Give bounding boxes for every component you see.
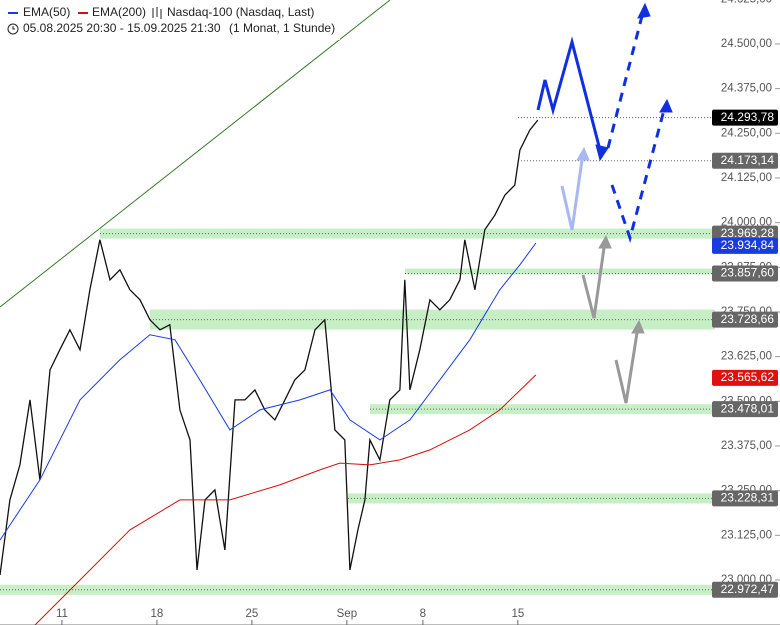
legend-entry: Nasdaq-100 (Nasdaq, Last) xyxy=(167,5,314,19)
clock-icon xyxy=(7,23,19,35)
level-label: 23.728,66 xyxy=(721,312,775,326)
scenario-arrow xyxy=(560,159,584,231)
x-tick-label: 15 xyxy=(511,608,524,620)
x-tick-label: 25 xyxy=(245,608,258,620)
y-tick-label: 23.125,00 xyxy=(721,529,772,541)
arrow-head xyxy=(595,144,609,162)
x-tick-label: 8 xyxy=(420,608,426,620)
level-label: 24.293,78 xyxy=(721,110,775,124)
level-label: 23.857,60 xyxy=(721,266,775,280)
scenario-arrow xyxy=(606,15,644,149)
y-tick-label: 24.125,00 xyxy=(721,172,772,184)
arrow-head xyxy=(631,319,645,334)
level-tag xyxy=(712,401,778,418)
zone xyxy=(370,404,715,415)
scenario-arrow xyxy=(536,36,602,151)
series-line xyxy=(34,374,537,625)
y-tick-label: 24.250,00 xyxy=(721,127,772,139)
level-tag xyxy=(712,311,778,328)
level-tag xyxy=(712,369,778,386)
arrow-head xyxy=(598,234,612,249)
level-tag xyxy=(712,581,778,598)
level-tag xyxy=(712,490,778,507)
candle-icon xyxy=(152,7,162,19)
level-tag xyxy=(712,152,778,169)
level-tag xyxy=(712,225,778,242)
arrow-head xyxy=(576,146,590,161)
x-tick-label: Sep xyxy=(337,608,357,620)
level-label: 23.934,84 xyxy=(721,238,775,252)
level-label: 23.969,28 xyxy=(721,226,775,240)
legend-bg xyxy=(0,0,340,40)
level-tag xyxy=(712,237,778,254)
series-line xyxy=(0,242,537,541)
scenario-arrow xyxy=(581,247,606,319)
arrow-head xyxy=(659,98,673,113)
legend-entry: EMA(50) xyxy=(23,5,70,19)
y-tick-label: 23.625,00 xyxy=(721,351,772,363)
period: (1 Monat, 1 Stunde) xyxy=(229,21,335,35)
zone xyxy=(100,228,715,239)
legend: EMA(50) EMA(200) Nasdaq-100 (Nasdaq, Las… xyxy=(0,0,340,40)
level-label: 22.972,47 xyxy=(721,582,775,596)
scenario-arrow xyxy=(610,109,666,244)
level-tag xyxy=(712,109,778,126)
legend-entry: EMA(200) xyxy=(92,5,146,19)
annotations xyxy=(0,0,673,404)
level-label: 24.173,14 xyxy=(721,153,775,167)
y-tick-label: 24.375,00 xyxy=(721,83,772,95)
series-line xyxy=(0,119,539,576)
x-tick-label: 18 xyxy=(151,608,164,620)
zone xyxy=(405,268,715,275)
series-lines xyxy=(0,119,539,625)
y-tick-label: 24.625,00 xyxy=(721,0,772,5)
level-tag xyxy=(712,265,778,282)
level-label: 23.565,62 xyxy=(721,370,775,384)
level-label: 23.228,31 xyxy=(721,491,775,505)
clock-hand xyxy=(12,26,15,30)
y-tick-label: 24.500,00 xyxy=(721,38,772,50)
x-tick-label: 11 xyxy=(56,608,68,620)
zones xyxy=(0,117,715,595)
y-tick-label: 23.375,00 xyxy=(721,440,772,452)
date-range: 05.08.2025 20:30 - 15.09.2025 21:30 xyxy=(23,21,221,35)
level-label: 23.478,01 xyxy=(721,401,775,415)
scenario-arrow xyxy=(614,332,639,404)
trend-line xyxy=(0,0,391,308)
arrow-head xyxy=(637,2,651,19)
